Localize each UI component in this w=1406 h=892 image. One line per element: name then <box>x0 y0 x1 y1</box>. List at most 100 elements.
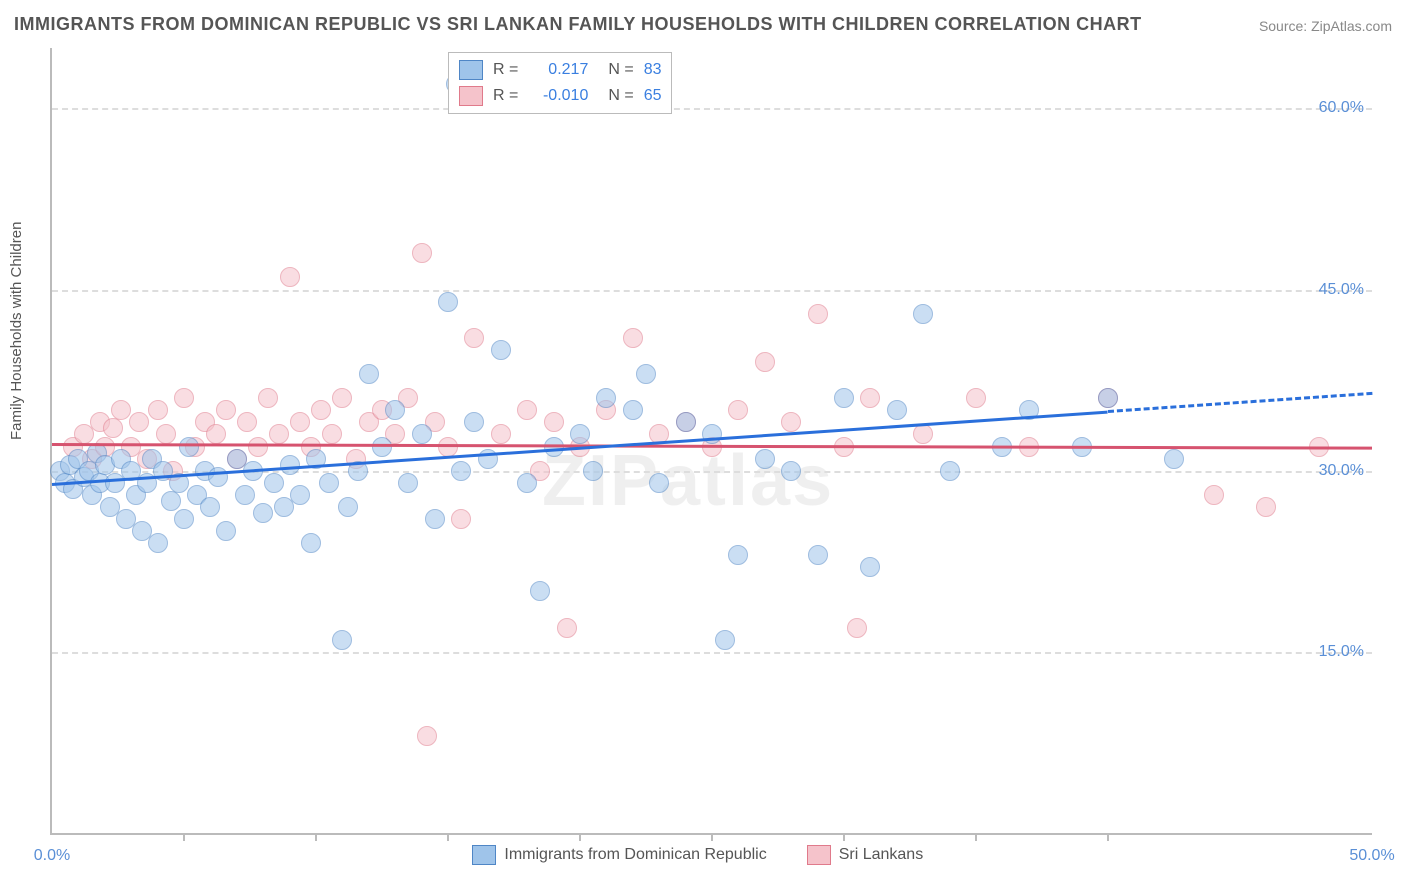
r-value: 0.217 <box>528 57 588 83</box>
dot-b <box>755 352 775 372</box>
dot-b <box>206 424 226 444</box>
dot-a <box>702 424 722 444</box>
y-tick-label: 15.0% <box>1319 643 1364 661</box>
dot-a <box>649 473 669 493</box>
legend-bottom: Immigrants from Dominican Republic Sri L… <box>472 845 923 865</box>
dot-a <box>517 473 537 493</box>
dot-a <box>179 437 199 457</box>
legend-item-b: Sri Lankans <box>807 845 924 865</box>
swatch-b-icon <box>807 845 831 865</box>
dot-b <box>491 424 511 444</box>
x-tick <box>711 833 713 841</box>
chart-container: IMMIGRANTS FROM DOMINICAN REPUBLIC VS SR… <box>0 0 1406 892</box>
dot-b <box>728 400 748 420</box>
dot-b <box>808 304 828 324</box>
dot-a <box>715 630 735 650</box>
dot-b <box>966 388 986 408</box>
dot-a <box>359 364 379 384</box>
dot-a <box>887 400 907 420</box>
swatch-icon <box>459 86 483 106</box>
dot-a <box>264 473 284 493</box>
dot-a <box>623 400 643 420</box>
legend-row: R = -0.010 N = 65 <box>459 83 661 109</box>
dot-a <box>338 497 358 517</box>
dot-b <box>103 418 123 438</box>
dot-a <box>913 304 933 324</box>
dot-a <box>425 509 445 529</box>
dot-b <box>451 509 471 529</box>
dot-b <box>1256 497 1276 517</box>
dot-a <box>636 364 656 384</box>
gridline <box>52 652 1372 654</box>
dot-b <box>847 618 867 638</box>
x-tick <box>447 833 449 841</box>
swatch-icon <box>459 60 483 80</box>
dot-a <box>781 461 801 481</box>
n-value: 65 <box>644 83 662 109</box>
dot-a <box>755 449 775 469</box>
swatch-a-icon <box>472 845 496 865</box>
dot-a <box>1164 449 1184 469</box>
dot-b <box>781 412 801 432</box>
regression-line <box>1108 392 1372 413</box>
dot-b <box>464 328 484 348</box>
dot-a <box>596 388 616 408</box>
dot-a <box>860 557 880 577</box>
dot-b <box>557 618 577 638</box>
x-tick <box>315 833 317 841</box>
dot-a <box>161 491 181 511</box>
dot-a <box>412 424 432 444</box>
dot-a <box>301 533 321 553</box>
x-min-label: 0.0% <box>34 847 70 865</box>
dot-b <box>417 726 437 746</box>
legend-top: R =0.217N =83R =-0.010N =65 <box>448 52 672 114</box>
dot-b <box>332 388 352 408</box>
dot-a <box>438 292 458 312</box>
dot-a <box>583 461 603 481</box>
y-tick-label: 45.0% <box>1319 281 1364 299</box>
dot-a <box>290 485 310 505</box>
x-tick <box>579 833 581 841</box>
dot-a <box>208 467 228 487</box>
r-label: R = <box>493 83 518 109</box>
x-tick <box>975 833 977 841</box>
dot-a <box>728 545 748 565</box>
dot-a <box>319 473 339 493</box>
dot-a <box>280 455 300 475</box>
dot-b <box>860 388 880 408</box>
x-max-label: 50.0% <box>1349 847 1394 865</box>
dot-b <box>148 400 168 420</box>
dot-a <box>385 400 405 420</box>
dot-a <box>332 630 352 650</box>
dot-b <box>322 424 342 444</box>
dot-b <box>129 412 149 432</box>
gridline <box>52 290 1372 292</box>
chart-title: IMMIGRANTS FROM DOMINICAN REPUBLIC VS SR… <box>14 14 1142 35</box>
dot-b <box>258 388 278 408</box>
dot-b <box>216 400 236 420</box>
dot-a <box>834 388 854 408</box>
y-tick-label: 30.0% <box>1319 462 1364 480</box>
dot-b <box>412 243 432 263</box>
dot-b <box>623 328 643 348</box>
dot-a <box>148 533 168 553</box>
dot-b <box>290 412 310 432</box>
legend-item-a: Immigrants from Dominican Republic <box>472 845 766 865</box>
dot-a <box>940 461 960 481</box>
dot-b <box>111 400 131 420</box>
dot-b <box>174 388 194 408</box>
plot-area: ZIPatlas 15.0%30.0%45.0%60.0%0.0%50.0%R … <box>50 48 1372 835</box>
n-label: N = <box>608 83 633 109</box>
legend-row: R =0.217N =83 <box>459 57 661 83</box>
dot-b <box>269 424 289 444</box>
r-value: -0.010 <box>528 83 588 109</box>
r-label: R = <box>493 57 518 83</box>
dot-a <box>216 521 236 541</box>
dot-a <box>464 412 484 432</box>
dot-a <box>253 503 273 523</box>
y-tick-label: 60.0% <box>1319 99 1364 117</box>
dot-a <box>530 581 550 601</box>
y-axis-label: Family Households with Children <box>8 222 25 440</box>
dot-b <box>156 424 176 444</box>
dot-b <box>544 412 564 432</box>
